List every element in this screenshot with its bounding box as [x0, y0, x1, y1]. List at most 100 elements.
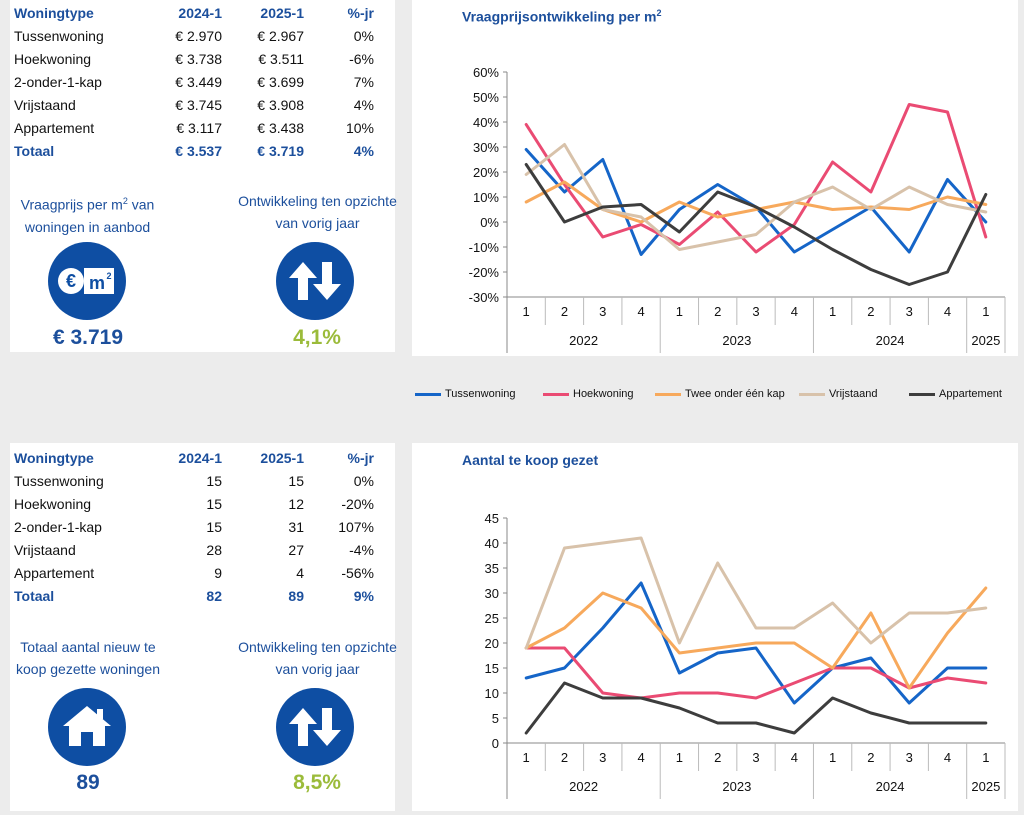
year-label: 2024	[876, 779, 905, 794]
chart-legend: Tussenwoning Hoekwoning Twee onder één k…	[415, 388, 1020, 406]
header-cell: 2025-1	[260, 5, 304, 21]
table-row: Appartement € 3.117 € 3.438 10%	[14, 120, 394, 143]
header-cell: %-jr	[347, 450, 374, 466]
x-tick-label: 1	[676, 750, 683, 765]
development-caption-top: Ontwikkeling ten opzichte van vorig jaar	[230, 190, 405, 234]
legend-label: Twee onder één kap	[685, 388, 785, 400]
top-price-table: Woningtype 2024-1 2025-1 %-jr Tussenwoni…	[14, 5, 394, 166]
year-label: 2025	[971, 779, 1000, 794]
table-cell: € 3.438	[257, 120, 304, 136]
table-cell: 15	[288, 473, 304, 489]
new-listings-value: 89	[76, 771, 100, 794]
table-cell: € 2.970	[175, 28, 222, 44]
bottom-chart-panel	[412, 443, 1018, 811]
chart-title-sup: 2	[656, 8, 662, 18]
table-cell: Appartement	[14, 565, 95, 581]
table-total-row: Totaal € 3.537 € 3.719 4%	[14, 143, 394, 166]
y-tick-label: 35	[485, 561, 499, 576]
series-line-tussenwoning	[524, 581, 988, 705]
legend-label: Tussenwoning	[445, 388, 516, 400]
x-tick-label: 2	[714, 304, 721, 319]
header-cell: Woningtype	[14, 5, 94, 21]
x-tick-label: 1	[676, 304, 683, 319]
house-icon-svg	[63, 706, 111, 746]
price-per-m2-value: € 3.719	[52, 326, 124, 349]
year-label: 2025	[971, 333, 1000, 348]
y-tick-label: 0%	[480, 215, 499, 230]
table-cell: € 3.117	[176, 120, 222, 136]
table-row: Tussenwoning 15 15 0%	[14, 473, 394, 496]
development-caption-bottom: Ontwikkeling ten opzichte van vorig jaar	[230, 636, 405, 680]
table-cell: € 3.449	[175, 74, 222, 90]
series-line-tussenwoning	[524, 148, 988, 256]
y-tick-label: 30	[485, 586, 499, 601]
table-row: Appartement 9 4 -56%	[14, 565, 394, 588]
series-line-vrijstaand	[524, 536, 988, 650]
x-tick-label: 4	[791, 304, 798, 319]
table-cell: 15	[206, 473, 222, 489]
table-cell: € 3.908	[257, 97, 304, 113]
table-cell: Vrijstaand	[14, 542, 76, 558]
year-label: 2022	[569, 779, 598, 794]
y-tick-label: 50%	[473, 90, 499, 105]
table-cell: 4	[296, 565, 304, 581]
chart-title-price: Vraagprijsontwikkeling per m2	[462, 8, 662, 25]
up-down-arrows-icon	[276, 242, 354, 320]
table-cell: -20%	[341, 496, 374, 512]
table-cell: Tussenwoning	[14, 473, 104, 489]
total-cell: Totaal	[14, 143, 55, 159]
y-tick-label: -20%	[469, 265, 500, 280]
y-tick-label: 10%	[473, 190, 499, 205]
series-line-twee-onder-een-kap	[524, 586, 988, 690]
price-development-chart: -30% -20% -10% 0% 10% 20% 30% 40% 50% 60% 1 2 3 4 1 2 3 4…	[469, 65, 1006, 353]
total-cell: 89	[288, 588, 304, 604]
chart-title-count: Aantal te koop gezet	[462, 452, 598, 468]
x-tick-label: 3	[906, 750, 913, 765]
y-tick-label: 25	[485, 611, 499, 626]
table-cell: 12	[288, 496, 304, 512]
table-cell: 0%	[353, 473, 374, 489]
table-cell: 7%	[353, 74, 374, 90]
table-cell: 27	[288, 542, 304, 558]
price-per-m2-caption: Vraagprijs per m2 van woningen in aanbod	[10, 190, 165, 238]
x-tick-label: 3	[752, 750, 759, 765]
x-tick-label: 2	[714, 750, 721, 765]
y-tick-label: 45	[485, 511, 499, 526]
table-cell: 31	[288, 519, 304, 535]
table-cell: Appartement	[14, 120, 95, 136]
x-tick-label: 3	[599, 304, 606, 319]
new-listings-caption: Totaal aantal nieuw te koop gezette woni…	[8, 636, 168, 680]
legend-label: Appartement	[939, 388, 1002, 400]
table-total-row: Totaal 82 89 9%	[14, 588, 394, 611]
chart-title-text: Vraagprijsontwikkeling per m	[462, 8, 657, 25]
caption-line: Vraagprijs per m2 van	[10, 190, 165, 216]
x-tick-label: 1	[982, 304, 989, 319]
table-cell: 2-onder-1-kap	[14, 519, 102, 535]
total-cell: € 3.719	[257, 143, 304, 159]
legend-swatch	[799, 392, 825, 396]
y-tick-label: 10	[485, 686, 499, 701]
table-cell: 107%	[338, 519, 374, 535]
table-cell: -56%	[341, 565, 374, 581]
x-tick-label: 2	[867, 750, 874, 765]
table-cell: € 3.738	[175, 51, 222, 67]
table-row: 2-onder-1-kap € 3.449 € 3.699 7%	[14, 74, 394, 97]
up-down-arrows-icon-svg	[289, 262, 341, 300]
x-tick-label: 3	[906, 304, 913, 319]
caption-line: Totaal aantal nieuw te	[20, 639, 156, 655]
header-cell: 2025-1	[260, 450, 304, 466]
y-tick-label: 5	[492, 711, 499, 726]
table-header: Woningtype 2024-1 2025-1 %-jr	[14, 450, 394, 473]
series-line-hoekwoning	[524, 646, 988, 700]
svg-text:€: €	[66, 271, 76, 291]
table-cell: -4%	[349, 542, 374, 558]
total-cell: € 3.537	[175, 143, 222, 159]
y-tick-label: 15	[485, 661, 499, 676]
table-row: Vrijstaand € 3.745 € 3.908 4%	[14, 97, 394, 120]
table-cell: 0%	[353, 28, 374, 44]
table-row: 2-onder-1-kap 15 31 107%	[14, 519, 394, 542]
up-down-arrows-icon	[276, 688, 354, 766]
table-cell: Hoekwoning	[14, 496, 92, 512]
table-cell: 28	[206, 542, 222, 558]
euro-m2-icon-svg: € m 2	[58, 268, 114, 294]
